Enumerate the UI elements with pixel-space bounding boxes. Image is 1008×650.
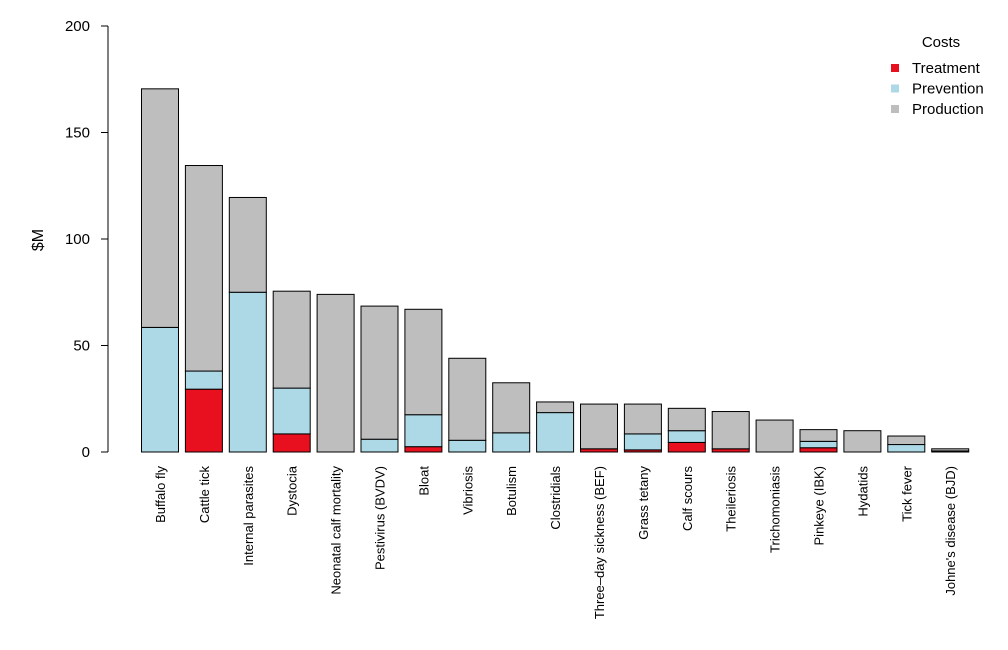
bar-stack [184, 165, 223, 453]
y-tick-label: 0 [82, 444, 90, 461]
y-tick-label: 150 [65, 125, 90, 142]
bar-segment-production [360, 305, 399, 440]
bar-segment-prevention [360, 438, 399, 453]
bar-segment-production [272, 290, 311, 389]
bar-stack [711, 411, 750, 453]
bar-segment-production [228, 196, 267, 293]
category-label: Buffalo fly [153, 466, 168, 523]
bar-segment-production [316, 293, 355, 453]
y-tick-label: 50 [73, 338, 90, 355]
bars-group [141, 88, 970, 453]
category-label: Botulism [504, 466, 519, 516]
bar-segment-production [623, 403, 662, 435]
bar-segment-prevention [272, 387, 311, 435]
bar-stack [799, 429, 838, 453]
bar-segment-prevention [536, 412, 575, 453]
bar-segment-treatment [272, 433, 311, 453]
legend-swatch-production [891, 105, 899, 113]
category-label: Theileriosis [724, 466, 739, 532]
bar-segment-treatment [404, 446, 443, 453]
bar-stack [580, 403, 618, 453]
category-label: Pinkeye (IBK) [812, 466, 827, 545]
bar-segment-prevention [404, 414, 443, 448]
y-axis: 0 50 100 150 200 [65, 18, 109, 461]
bar-stack [404, 308, 443, 453]
category-label: Pestivirus (BVDV) [373, 466, 388, 570]
category-label: Three–day sickness (BEF) [592, 466, 607, 619]
legend-title: Costs [922, 34, 960, 51]
category-label: Dystocia [285, 465, 300, 516]
category-label: Hydatids [855, 466, 870, 517]
bar-segment-production [492, 382, 531, 434]
bar-segment-production [711, 411, 750, 450]
bar-stack [448, 357, 487, 453]
legend-label-prevention: Prevention [912, 81, 984, 98]
bar-segment-treatment [667, 441, 706, 453]
legend-label-treatment: Treatment [912, 60, 981, 77]
y-tick-label: 200 [65, 18, 90, 35]
bar-stack [141, 88, 179, 453]
bar-segment-production [799, 429, 838, 442]
y-axis-title: $M [30, 229, 47, 251]
category-label: Cattle tick [197, 466, 212, 524]
category-label: Internal parasites [241, 466, 256, 566]
bar-segment-prevention [667, 430, 706, 443]
bar-segment-production [580, 403, 618, 450]
bar-stack [272, 290, 311, 453]
bar-segment-production [755, 419, 794, 453]
bar-stack [492, 382, 531, 453]
bar-segment-prevention [623, 433, 662, 451]
bar-stack [536, 401, 575, 453]
bar-segment-production [887, 435, 926, 446]
bar-segment-prevention [228, 291, 267, 453]
bar-segment-treatment [184, 388, 223, 453]
category-label: Tick fever [899, 465, 914, 522]
category-label: Neonatal calf mortality [329, 466, 344, 595]
category-label: Calf scours [680, 466, 695, 532]
category-label: Grass tetany [636, 466, 651, 540]
y-tick-label: 100 [65, 231, 90, 248]
category-label: Bloat [416, 466, 431, 496]
bar-segment-production [448, 357, 487, 441]
category-label: Clostridials [548, 466, 563, 530]
bar-segment-treatment [799, 447, 838, 453]
category-label: Vibriosis [460, 466, 475, 515]
bar-stack [931, 448, 970, 453]
bar-stack [623, 403, 662, 453]
bar-segment-production [843, 430, 882, 453]
bar-segment-prevention [887, 444, 926, 453]
bar-segment-production [667, 407, 706, 432]
bar-segment-production [931, 448, 970, 452]
bar-segment-prevention [448, 439, 487, 453]
bar-segment-prevention [799, 440, 838, 449]
bar-segment-production [536, 401, 575, 414]
bar-stack [887, 435, 926, 453]
legend-swatch-treatment [891, 64, 899, 72]
bar-segment-production [404, 308, 443, 416]
bar-stack [667, 407, 706, 453]
bar-segment-production [184, 165, 223, 372]
bar-segment-prevention [141, 326, 179, 453]
category-label: Johne's disease (BJD) [943, 466, 958, 596]
legend-swatch-prevention [891, 84, 899, 93]
bar-stack [360, 305, 399, 453]
bar-segment-prevention [184, 370, 223, 390]
legend-label-production: Production [912, 101, 984, 118]
bar-segment-production [141, 88, 179, 328]
bar-stack [316, 293, 355, 453]
category-labels: Buffalo fly Cattle tick Internal parasites… [153, 465, 958, 619]
legend: Costs Treatment Prevention Production [891, 34, 984, 118]
bar-segment-prevention [492, 432, 531, 453]
bar-stack [755, 419, 794, 453]
category-label: Trichomoniasis [768, 466, 783, 553]
bar-stack [228, 196, 267, 453]
bar-stack [843, 430, 882, 453]
